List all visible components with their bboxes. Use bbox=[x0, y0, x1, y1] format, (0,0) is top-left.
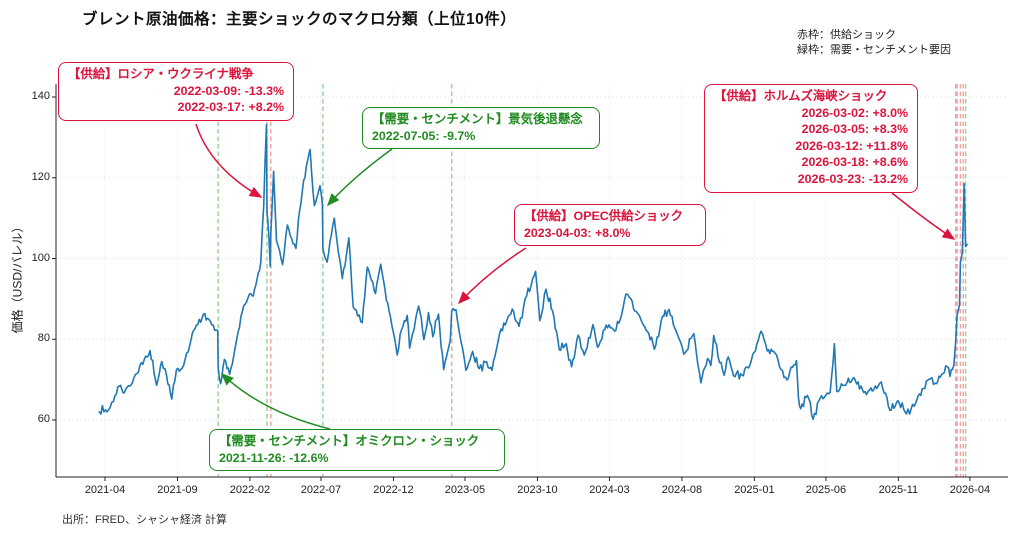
x-tick-label-2026-04: 2026-04 bbox=[949, 484, 991, 496]
annotation-box-3: 【供給】ホルムズ海峡ショック 2026-03-02: +8.0% 2026-03-0… bbox=[704, 84, 918, 193]
x-tick-label-2021-04: 2021-04 bbox=[84, 484, 126, 496]
chart-title: ブレント原油価格：主要ショックのマクロ分類（上位10件） bbox=[82, 11, 517, 28]
legend-supply-note: 赤枠：供給ショック bbox=[797, 29, 896, 41]
x-tick-label-2025-11: 2025-11 bbox=[878, 484, 919, 496]
annotation-arrow-4 bbox=[220, 372, 331, 430]
x-tick-label-2023-05: 2023-05 bbox=[444, 484, 486, 496]
y-tick-label-140: 140 bbox=[31, 90, 50, 102]
annotation-line: 2022-03-09: -13.3% bbox=[173, 83, 284, 98]
x-tick-label-2025-01: 2025-01 bbox=[734, 484, 775, 496]
annotation-line: 2026-03-18: +8.6% bbox=[801, 155, 908, 170]
x-tick-label-2025-06: 2025-06 bbox=[805, 484, 847, 496]
annotation-arrow-0 bbox=[195, 123, 263, 198]
x-tick-label-2022-12: 2022-12 bbox=[373, 484, 414, 496]
y-tick-label-80: 80 bbox=[37, 332, 50, 345]
annotation-box-0: 【供給】ロシア・ウクライナ戦争 2022-03-09: -13.3% 2022-03… bbox=[58, 62, 294, 121]
y-tick-label-120: 120 bbox=[31, 170, 50, 183]
legend-demand-note: 緑枠：需要・センチメント要因 bbox=[797, 43, 951, 56]
annotation-line: 2026-03-12: +11.8% bbox=[795, 138, 908, 153]
x-tick-label-2024-03: 2024-03 bbox=[589, 484, 630, 496]
x-tick-label-2022-02: 2022-02 bbox=[229, 484, 271, 496]
x-tick-label-2024-08: 2024-08 bbox=[661, 484, 703, 496]
annotation-heading: 【供給】ロシア・ウクライナ戦争 bbox=[68, 67, 254, 81]
annotation-box-1: 【需要・センチメント】景気後退懸念 2022-07-05: -9.7% bbox=[362, 107, 600, 150]
y-tick-label-60: 60 bbox=[37, 413, 50, 425]
annotation-heading: 【供給】ホルムズ海峡ショック bbox=[714, 89, 888, 103]
annotation-heading: 【需要・センチメント】景気後退懸念 bbox=[372, 112, 583, 126]
annotation-line: 2023-04-03: +8.0% bbox=[524, 225, 631, 240]
price-line bbox=[98, 123, 968, 420]
y-tick-label-100: 100 bbox=[31, 251, 50, 264]
annotation-arrow-1 bbox=[327, 148, 393, 207]
annotation-line: 2022-07-05: -9.7% bbox=[372, 128, 476, 143]
annotation-line: 2026-03-23: -13.2% bbox=[797, 172, 908, 187]
annotation-box-2: 【供給】OPEC供給ショック 2023-04-03: +8.0% bbox=[514, 204, 706, 247]
annotation-box-4: 【需要・センチメント】オミクロン・ショック 2021-11-26: -12.6% bbox=[209, 429, 505, 472]
annotation-line: 2022-03-17: +8.2% bbox=[177, 100, 284, 115]
annotation-heading: 【供給】OPEC供給ショック bbox=[524, 209, 684, 223]
annotation-line: 2026-03-05: +8.3% bbox=[801, 122, 908, 137]
annotation-arrow-3 bbox=[891, 192, 956, 240]
y-axis-label: 価格（USD/バレル） bbox=[10, 220, 25, 334]
x-tick-label-2022-07: 2022-07 bbox=[300, 484, 342, 496]
x-tick-label-2021-09: 2021-09 bbox=[157, 484, 198, 496]
annotation-line: 2026-03-02: +8.0% bbox=[801, 105, 908, 120]
color-legend: 赤枠：供給ショック 緑枠：需要・センチメント要因 bbox=[797, 28, 951, 58]
annotation-line: 2021-11-26: -12.6% bbox=[219, 450, 329, 465]
annotation-arrow-2 bbox=[457, 247, 527, 305]
x-tick-label-2023-10: 2023-10 bbox=[517, 484, 558, 496]
source-note: 出所：FRED、シャシャ経済 計算 bbox=[62, 514, 227, 526]
annotation-heading: 【需要・センチメント】オミクロン・ショック bbox=[219, 434, 480, 448]
